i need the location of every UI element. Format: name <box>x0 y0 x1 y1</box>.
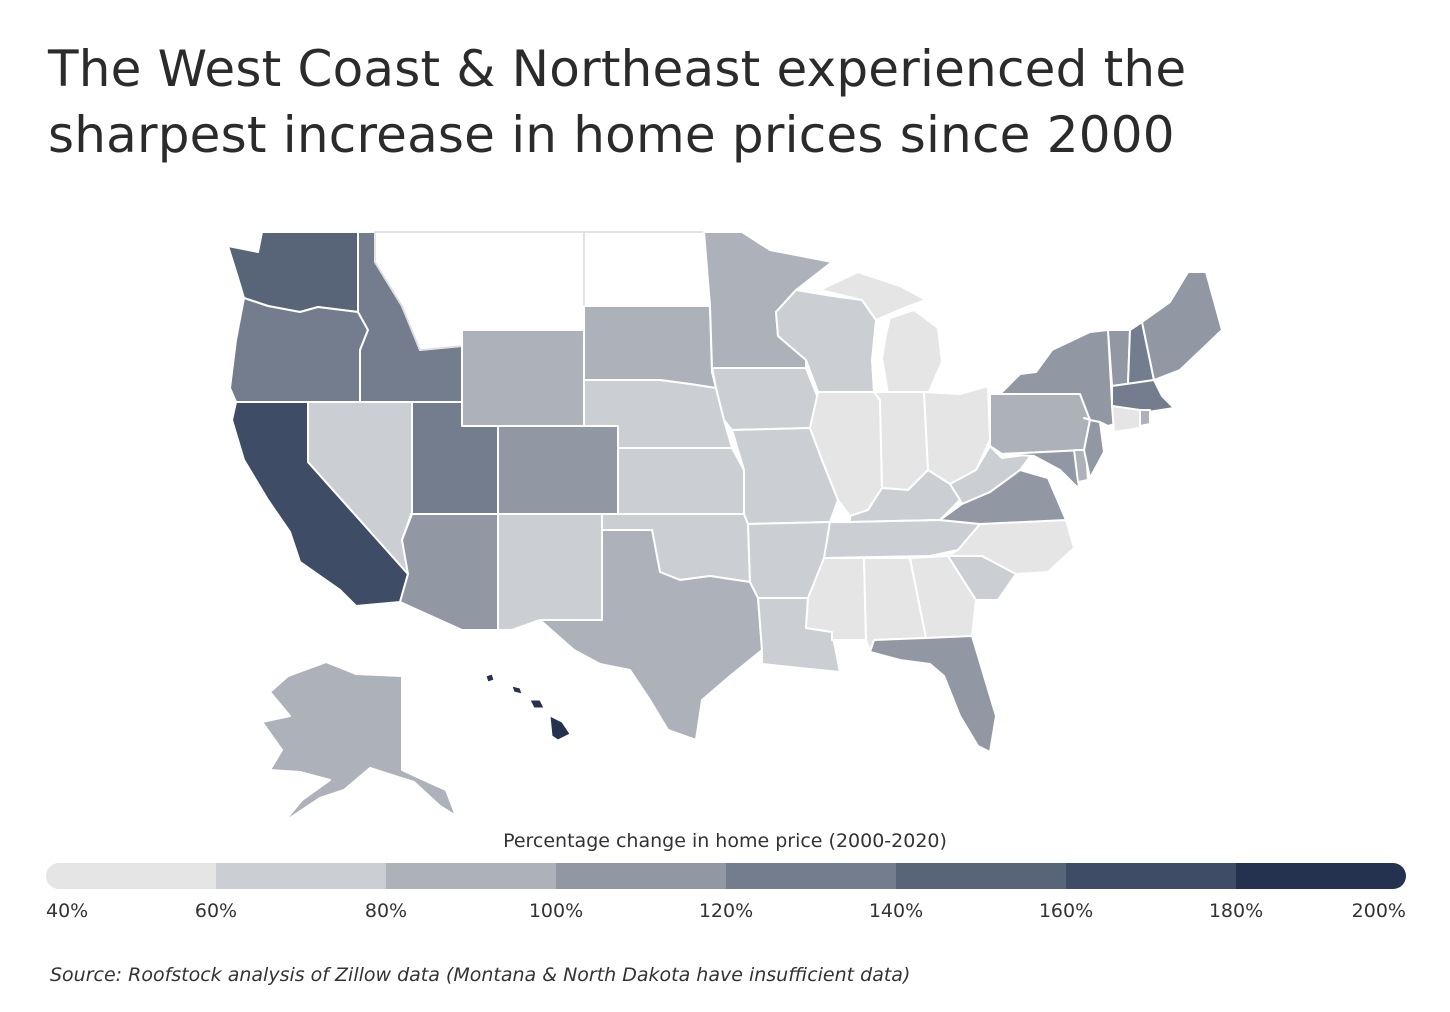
legend-bin-6 <box>896 863 1066 889</box>
legend-color-bar <box>46 863 1406 889</box>
state-hawaii <box>485 673 571 741</box>
state-delaware <box>1073 449 1089 483</box>
state-indiana <box>873 391 929 491</box>
state-wyoming <box>461 329 585 427</box>
state-kansas <box>617 447 745 515</box>
state-maine <box>1141 271 1223 381</box>
state-oregon <box>229 297 369 403</box>
legend-bin-5 <box>726 863 896 889</box>
state-alaska <box>261 661 457 823</box>
source-note: Source: Roofstock analysis of Zillow dat… <box>50 964 911 986</box>
state-west-virginia <box>949 445 1033 505</box>
legend-tick-label: 200% <box>1351 900 1406 922</box>
state-arizona <box>399 513 499 631</box>
legend-tick-label: 160% <box>1038 900 1094 922</box>
state-south-dakota <box>583 305 717 389</box>
legend-tick-label: 120% <box>698 900 754 922</box>
state-vermont <box>1107 329 1131 387</box>
state-wisconsin <box>775 289 877 393</box>
legend-tick-label: 140% <box>868 900 924 922</box>
state-texas <box>539 529 763 741</box>
legend-bin-8 <box>1236 863 1406 889</box>
legend-tick-label: 40% <box>46 900 89 922</box>
state-florida <box>869 635 997 753</box>
state-north-dakota-no-data <box>583 231 711 307</box>
legend-tick-label: 180% <box>1208 900 1264 922</box>
legend-bin-4 <box>556 863 726 889</box>
legend-tick-label: 100% <box>528 900 584 922</box>
legend-bin-3 <box>386 863 556 889</box>
state-new-mexico <box>497 513 603 631</box>
legend-tick-label: 80% <box>364 900 408 922</box>
state-iowa <box>711 367 819 431</box>
us-choropleth-map <box>0 200 1450 840</box>
state-georgia <box>909 555 977 639</box>
state-connecticut <box>1111 405 1141 433</box>
legend-bin-2 <box>216 863 386 889</box>
legend-tick-label: 60% <box>194 900 238 922</box>
legend-bin-1 <box>46 863 216 889</box>
chart-title: The West Coast & Northeast experienced t… <box>48 40 1187 164</box>
state-nebraska <box>583 379 733 449</box>
legend-bin-7 <box>1066 863 1236 889</box>
legend-title: Percentage change in home price (2000-20… <box>503 830 947 852</box>
state-colorado <box>497 425 619 515</box>
state-pennsylvania <box>989 393 1091 455</box>
state-rhode-island <box>1139 409 1151 427</box>
state-maryland <box>1001 449 1085 489</box>
legend-ticks: 40% 60% 80% 100% 120% 140% 160% 180% 200… <box>46 900 1406 924</box>
